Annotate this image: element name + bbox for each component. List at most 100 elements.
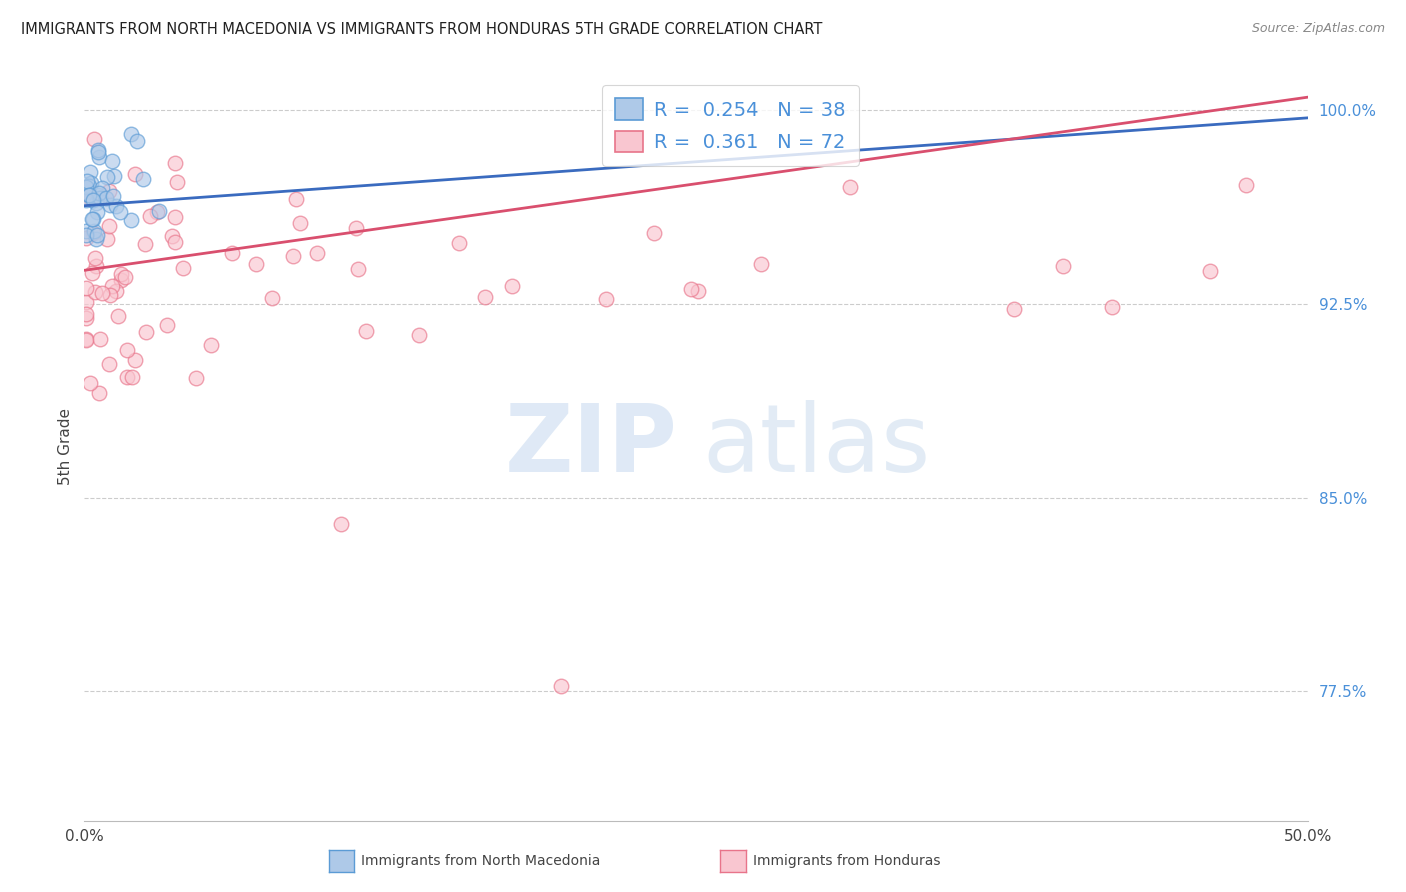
Point (107, 309, 129, 323)
Point (200, 338, 222, 352)
Point (98, 357, 121, 371)
Point (75, 224, 97, 238)
Point (105, 199, 128, 213)
Point (75, 180, 97, 194)
Point (83, 132, 105, 146)
Point (77, 187, 100, 202)
Point (330, 516, 353, 531)
Point (110, 273, 132, 287)
Point (104, 284, 127, 298)
Point (101, 189, 124, 203)
Point (305, 246, 328, 260)
Point (86, 228, 108, 243)
Point (86, 204, 108, 219)
Point (87, 188, 110, 202)
Point (79, 376, 101, 391)
Point (80, 193, 103, 207)
Text: Source: ZipAtlas.com: Source: ZipAtlas.com (1251, 22, 1385, 36)
Point (75, 333, 97, 347)
Point (474, 290, 496, 304)
Point (94, 191, 117, 205)
Point (97, 184, 120, 198)
Point (408, 327, 430, 342)
Point (163, 235, 186, 249)
Point (163, 156, 186, 170)
Point (121, 370, 143, 384)
Point (146, 204, 169, 219)
Point (108, 205, 131, 219)
Point (166, 175, 188, 189)
Text: atlas: atlas (702, 400, 931, 492)
Point (79, 188, 101, 202)
Text: Immigrants from North Macedonia: Immigrants from North Macedonia (361, 855, 600, 868)
Point (354, 324, 377, 338)
Point (75, 194, 97, 208)
Point (124, 353, 146, 368)
Point (347, 261, 370, 276)
Point (285, 192, 308, 206)
Point (245, 257, 267, 271)
Point (162, 228, 184, 243)
Point (91, 181, 114, 195)
Point (124, 167, 146, 181)
Point (75, 227, 97, 242)
Point (110, 267, 132, 281)
Point (80, 176, 103, 190)
Point (84, 196, 107, 211)
Point (89, 150, 111, 164)
Point (84, 259, 107, 273)
Point (449, 236, 471, 251)
Point (82, 227, 104, 241)
Point (501, 279, 523, 293)
Point (76, 174, 98, 188)
Point (1236, 178, 1258, 192)
Point (138, 209, 160, 223)
Point (114, 269, 136, 284)
Point (681, 282, 703, 296)
Point (103, 169, 125, 184)
Point (749, 257, 772, 271)
Point (344, 221, 367, 235)
Point (120, 212, 142, 227)
Point (82, 212, 104, 227)
Point (260, 291, 283, 305)
Text: IMMIGRANTS FROM NORTH MACEDONIA VS IMMIGRANTS FROM HONDURAS 5TH GRADE CORRELATIO: IMMIGRANTS FROM NORTH MACEDONIA VS IMMIG… (21, 22, 823, 37)
Point (96, 232, 118, 246)
Point (101, 279, 124, 293)
Point (172, 261, 194, 276)
Y-axis label: 5th Grade: 5th Grade (58, 408, 73, 484)
Point (134, 237, 156, 252)
Point (221, 246, 243, 260)
Point (82, 194, 104, 208)
Point (595, 293, 617, 307)
Point (120, 127, 142, 141)
Point (83, 285, 105, 300)
Point (148, 203, 170, 218)
Point (1101, 300, 1123, 314)
Point (550, 679, 572, 693)
Point (100, 154, 122, 169)
Point (89, 332, 111, 346)
Point (83, 224, 105, 238)
Point (80, 266, 103, 280)
Point (84, 251, 107, 265)
Point (97, 219, 120, 233)
Point (75, 231, 97, 245)
Point (100, 287, 122, 301)
Point (84, 232, 107, 246)
Point (1002, 301, 1025, 316)
Point (90, 286, 112, 301)
Point (290, 216, 312, 230)
Point (643, 227, 665, 241)
Point (87, 143, 110, 157)
Point (77, 178, 100, 193)
Point (1198, 264, 1220, 278)
Point (115, 343, 138, 357)
Point (75, 281, 97, 295)
Point (839, 180, 862, 194)
Point (89, 191, 111, 205)
Text: Immigrants from Honduras: Immigrants from Honduras (752, 855, 941, 868)
Point (86, 145, 108, 159)
Point (132, 172, 155, 186)
Point (135, 326, 157, 340)
